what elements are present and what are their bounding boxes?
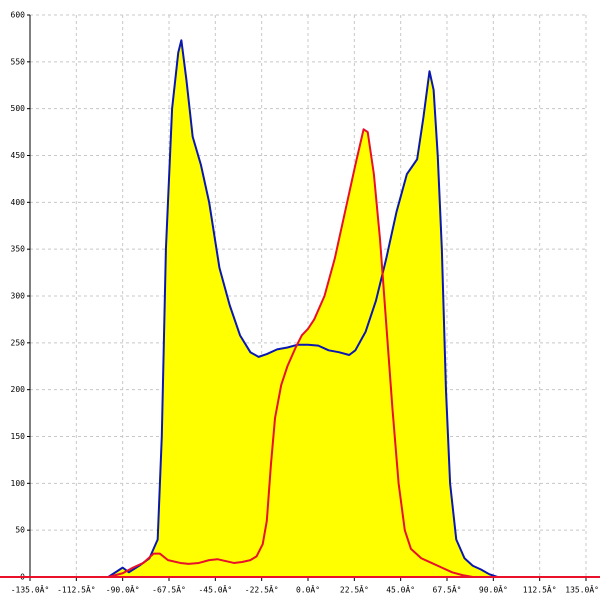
- x-tick-label: 135.0Â°: [565, 584, 599, 595]
- x-tick-label: -112.5Â°: [57, 584, 96, 595]
- area-line: [108, 128, 473, 578]
- x-tick-label: 90.0Â°: [479, 584, 508, 595]
- x-tick-label: 0.0Â°: [296, 584, 320, 595]
- y-tick-label: 450: [11, 151, 26, 160]
- x-tick-label: -135.0Â°: [11, 584, 50, 595]
- y-tick-label: 100: [11, 479, 26, 488]
- x-tick-label: 112.5Â°: [523, 584, 557, 595]
- x-tick-label: 22.5Â°: [340, 584, 369, 595]
- y-tick-label: 550: [11, 57, 26, 66]
- y-tick-label: 200: [11, 385, 26, 394]
- y-tick-label: 350: [11, 245, 26, 254]
- x-tick-label: 67.5Â°: [433, 584, 462, 595]
- x-tick-label: -45.0Â°: [198, 584, 232, 595]
- area-fill: [108, 40, 498, 578]
- area-line: [107, 39, 498, 578]
- y-tick-label: 500: [11, 104, 26, 113]
- x-tick-label: -90.0Â°: [106, 584, 140, 595]
- x-tick-label: -22.5Â°: [245, 584, 279, 595]
- y-tick-label: 150: [11, 432, 26, 441]
- y-tick-label: 250: [11, 338, 26, 347]
- x-tick-label: 45.0Â°: [386, 584, 415, 595]
- y-tick-label: 300: [11, 292, 26, 301]
- x-tick-label: -67.5Â°: [152, 584, 186, 595]
- y-tick-label: 600: [11, 11, 26, 20]
- y-tick-label: 400: [11, 198, 26, 207]
- area-fill: [108, 129, 473, 578]
- y-tick-label: 50: [15, 526, 25, 535]
